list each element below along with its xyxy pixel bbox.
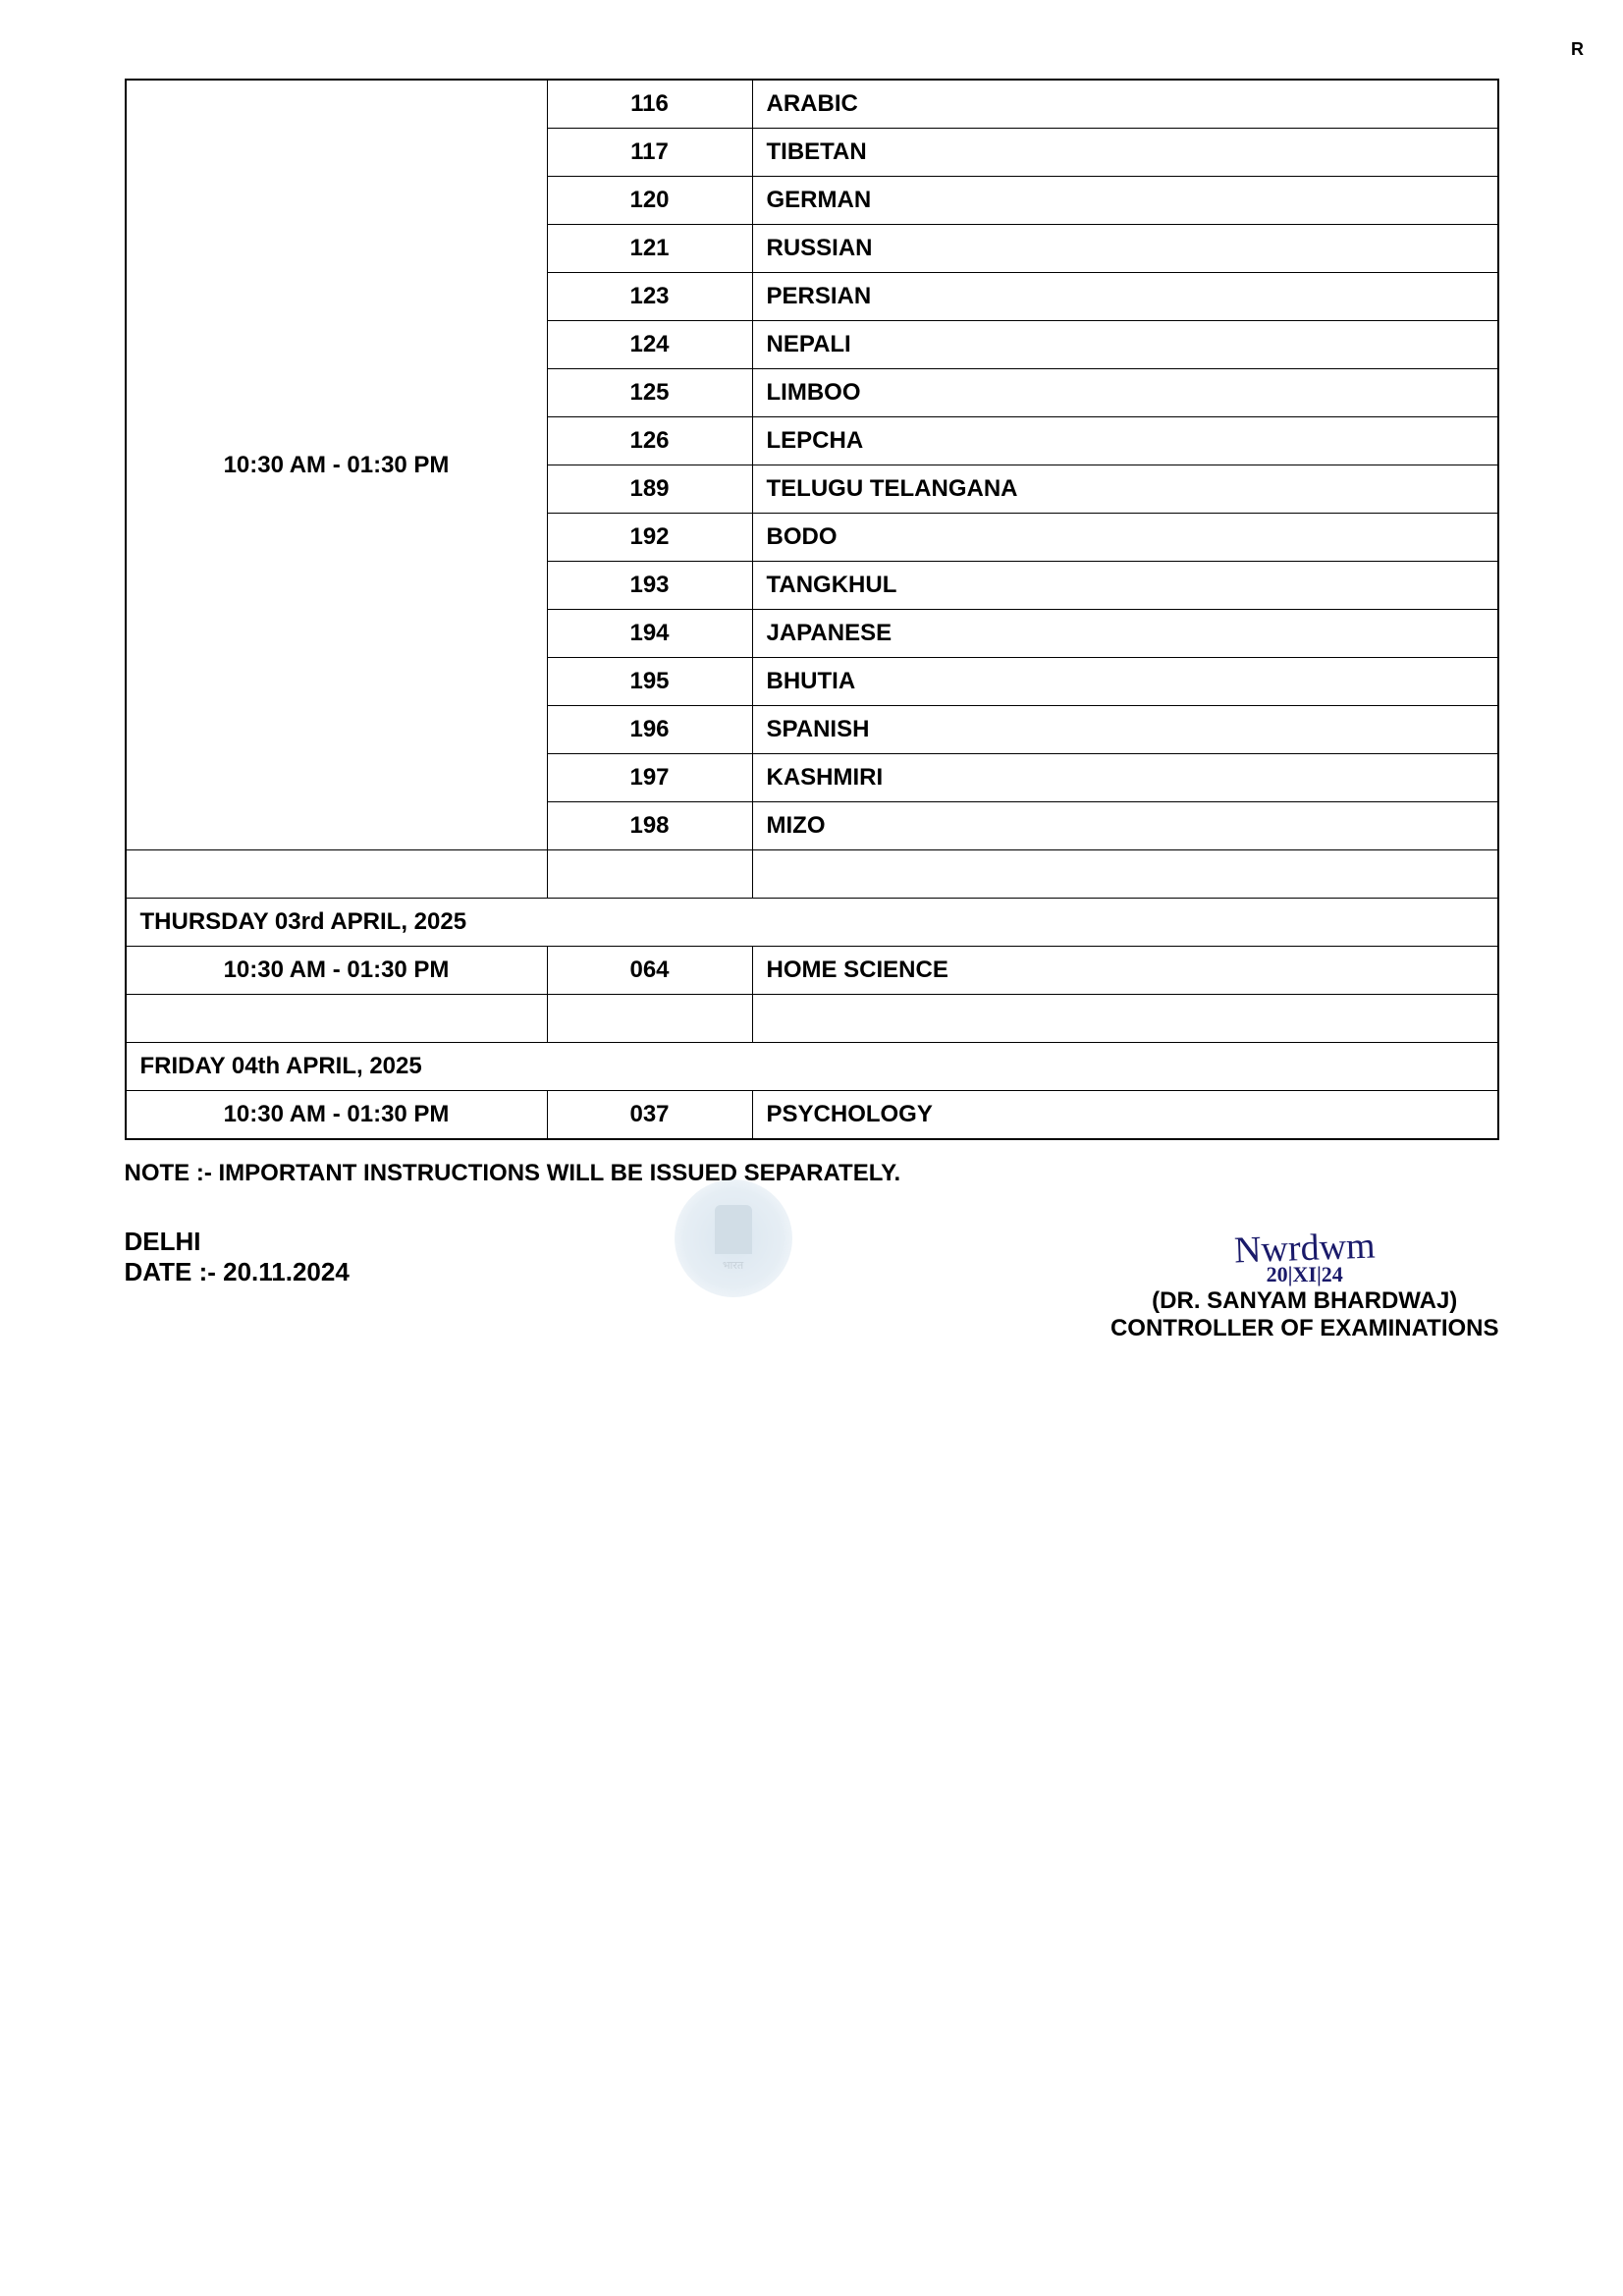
- table-cell: LIMBOO: [752, 369, 1498, 417]
- signatory-name: (DR. SANYAM BHARDWAJ): [1110, 1287, 1499, 1315]
- table-row: 10:30 AM - 01:30 PM037PSYCHOLOGY: [126, 1091, 1498, 1140]
- table-cell: SPANISH: [752, 706, 1498, 754]
- table-cell: FRIDAY 04th APRIL, 2025: [126, 1043, 1498, 1091]
- table-cell: JAPANESE: [752, 610, 1498, 658]
- table-cell: 125: [547, 369, 752, 417]
- table-row: [126, 995, 1498, 1043]
- footer-wrap: भारत NOTE :- IMPORTANT INSTRUCTIONS WILL…: [125, 1160, 1499, 1342]
- table-cell: 197: [547, 754, 752, 802]
- table-cell: 120: [547, 177, 752, 225]
- table-cell: 193: [547, 562, 752, 610]
- table-cell: 198: [547, 802, 752, 850]
- table-cell: 124: [547, 321, 752, 369]
- table-cell: [547, 995, 752, 1043]
- table-cell: ARABIC: [752, 80, 1498, 129]
- table-cell: 126: [547, 417, 752, 465]
- table-cell: NEPALI: [752, 321, 1498, 369]
- table-cell: HOME SCIENCE: [752, 947, 1498, 995]
- table-cell: [752, 850, 1498, 899]
- table-row: 10:30 AM - 01:30 PM064HOME SCIENCE: [126, 947, 1498, 995]
- table-cell: [126, 995, 548, 1043]
- table-cell: RUSSIAN: [752, 225, 1498, 273]
- table-cell: 10:30 AM - 01:30 PM: [126, 1091, 548, 1140]
- place: DELHI: [125, 1227, 350, 1257]
- schedule-table: 10:30 AM - 01:30 PM116ARABIC117TIBETAN12…: [125, 79, 1499, 1140]
- table-cell: 189: [547, 465, 752, 514]
- table-cell: LEPCHA: [752, 417, 1498, 465]
- table-cell: 10:30 AM - 01:30 PM: [126, 947, 548, 995]
- table-cell: PERSIAN: [752, 273, 1498, 321]
- table-cell: TANGKHUL: [752, 562, 1498, 610]
- table-cell: 037: [547, 1091, 752, 1140]
- date-label: DATE :- 20.11.2024: [125, 1257, 350, 1287]
- table-cell: [752, 995, 1498, 1043]
- table-cell: BHUTIA: [752, 658, 1498, 706]
- table-cell: 064: [547, 947, 752, 995]
- table-cell: 123: [547, 273, 752, 321]
- table-cell: [126, 850, 548, 899]
- table-row: 10:30 AM - 01:30 PM116ARABIC: [126, 80, 1498, 129]
- note-text: NOTE :- IMPORTANT INSTRUCTIONS WILL BE I…: [125, 1160, 1499, 1187]
- table-cell: PSYCHOLOGY: [752, 1091, 1498, 1140]
- table-cell: 195: [547, 658, 752, 706]
- table-cell: BODO: [752, 514, 1498, 562]
- table-cell: MIZO: [752, 802, 1498, 850]
- corner-mark: R: [1571, 39, 1584, 60]
- footer-right: Nwrdwm 20|XI|24 (DR. SANYAM BHARDWAJ) CO…: [1110, 1227, 1499, 1342]
- table-cell: 121: [547, 225, 752, 273]
- table-cell: TELUGU TELANGANA: [752, 465, 1498, 514]
- table-cell: 192: [547, 514, 752, 562]
- table-row: THURSDAY 03rd APRIL, 2025: [126, 899, 1498, 947]
- table-cell: [547, 850, 752, 899]
- footer-left: DELHI DATE :- 20.11.2024: [125, 1227, 350, 1287]
- table-cell: THURSDAY 03rd APRIL, 2025: [126, 899, 1498, 947]
- signatory-title: CONTROLLER OF EXAMINATIONS: [1110, 1315, 1499, 1342]
- table-cell: KASHMIRI: [752, 754, 1498, 802]
- table-cell: 196: [547, 706, 752, 754]
- table-cell: 116: [547, 80, 752, 129]
- table-row: FRIDAY 04th APRIL, 2025: [126, 1043, 1498, 1091]
- table-cell: 117: [547, 129, 752, 177]
- table-cell: GERMAN: [752, 177, 1498, 225]
- table-cell: 194: [547, 610, 752, 658]
- table-row: [126, 850, 1498, 899]
- page-container: R 10:30 AM - 01:30 PM116ARABIC117TIBETAN…: [0, 0, 1623, 1401]
- footer: DELHI DATE :- 20.11.2024 Nwrdwm 20|XI|24…: [125, 1227, 1499, 1342]
- table-cell: TIBETAN: [752, 129, 1498, 177]
- table-cell: 10:30 AM - 01:30 PM: [126, 80, 548, 850]
